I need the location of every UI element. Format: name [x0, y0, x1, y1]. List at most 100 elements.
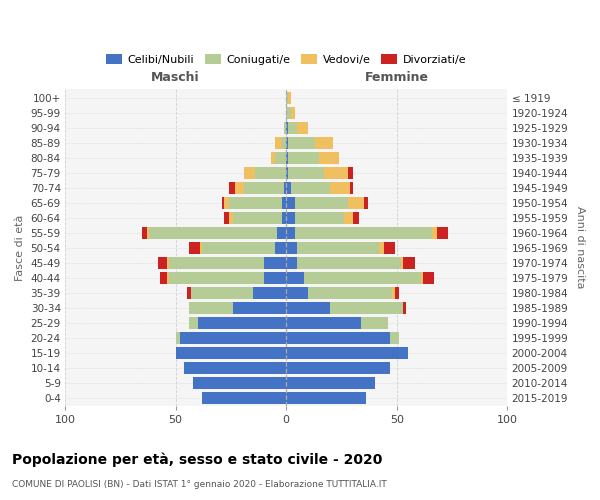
Bar — [187, 286, 191, 298]
Bar — [286, 106, 290, 118]
Bar — [286, 122, 289, 134]
Bar — [286, 92, 289, 104]
Bar — [275, 242, 286, 254]
Bar — [176, 346, 286, 358]
Bar — [297, 122, 308, 134]
Bar — [244, 166, 255, 178]
Bar — [403, 256, 415, 268]
Bar — [297, 242, 379, 254]
Bar — [286, 346, 408, 358]
Bar — [229, 212, 233, 224]
Bar — [290, 106, 295, 118]
Bar — [361, 316, 388, 328]
Bar — [244, 182, 284, 194]
Bar — [184, 362, 286, 374]
Bar — [392, 286, 395, 298]
Bar — [142, 226, 147, 238]
Bar — [295, 196, 348, 208]
Bar — [149, 226, 277, 238]
Bar — [189, 302, 233, 314]
Bar — [308, 286, 392, 298]
Bar — [315, 136, 332, 148]
Bar — [235, 182, 244, 194]
Bar — [233, 212, 282, 224]
Bar — [295, 212, 344, 224]
Bar — [297, 256, 401, 268]
Bar — [264, 256, 286, 268]
Bar — [395, 286, 399, 298]
Bar — [286, 392, 366, 404]
Bar — [421, 272, 424, 283]
Bar — [364, 196, 368, 208]
Bar — [169, 272, 264, 283]
Bar — [348, 166, 353, 178]
Bar — [289, 122, 297, 134]
Bar — [277, 226, 286, 238]
Bar — [167, 272, 169, 283]
Y-axis label: Anni di nascita: Anni di nascita — [575, 206, 585, 289]
Bar — [275, 152, 286, 164]
Bar — [224, 212, 229, 224]
Bar — [198, 316, 286, 328]
Bar — [286, 212, 295, 224]
Bar — [158, 256, 167, 268]
Bar — [286, 152, 289, 164]
Bar — [191, 286, 253, 298]
Bar — [432, 226, 437, 238]
Bar — [331, 302, 403, 314]
Bar — [286, 226, 295, 238]
Bar — [284, 122, 286, 134]
Bar — [255, 166, 286, 178]
Bar — [424, 272, 434, 283]
Bar — [437, 226, 448, 238]
Bar — [286, 332, 390, 344]
Bar — [193, 376, 286, 388]
Bar — [147, 226, 149, 238]
Text: Maschi: Maschi — [151, 71, 200, 84]
Bar — [289, 166, 324, 178]
Bar — [282, 212, 286, 224]
Bar — [286, 302, 331, 314]
Bar — [286, 376, 374, 388]
Bar — [289, 136, 315, 148]
Bar — [286, 242, 297, 254]
Bar — [289, 92, 290, 104]
Bar — [176, 332, 180, 344]
Bar — [290, 182, 331, 194]
Bar — [284, 182, 286, 194]
Bar — [189, 242, 200, 254]
Bar — [403, 302, 406, 314]
Bar — [253, 286, 286, 298]
Bar — [180, 332, 286, 344]
Bar — [222, 196, 224, 208]
Bar — [275, 136, 282, 148]
Bar — [348, 196, 364, 208]
Text: COMUNE DI PAOLISI (BN) - Dati ISTAT 1° gennaio 2020 - Elaborazione TUTTITALIA.IT: COMUNE DI PAOLISI (BN) - Dati ISTAT 1° g… — [12, 480, 387, 489]
Bar — [169, 256, 264, 268]
Bar — [353, 212, 359, 224]
Bar — [344, 212, 353, 224]
Bar — [282, 136, 286, 148]
Text: Femmine: Femmine — [365, 71, 429, 84]
Bar — [295, 226, 432, 238]
Bar — [319, 152, 339, 164]
Bar — [286, 362, 390, 374]
Bar — [202, 242, 275, 254]
Bar — [286, 286, 308, 298]
Bar — [229, 196, 282, 208]
Bar — [224, 196, 229, 208]
Bar — [390, 332, 399, 344]
Bar — [264, 272, 286, 283]
Bar — [286, 136, 289, 148]
Y-axis label: Fasce di età: Fasce di età — [15, 214, 25, 281]
Bar — [200, 242, 202, 254]
Bar — [160, 272, 167, 283]
Text: Popolazione per età, sesso e stato civile - 2020: Popolazione per età, sesso e stato civil… — [12, 452, 382, 467]
Bar — [189, 316, 198, 328]
Bar — [331, 182, 350, 194]
Bar — [383, 242, 395, 254]
Bar — [286, 196, 295, 208]
Bar — [271, 152, 275, 164]
Bar — [286, 316, 361, 328]
Bar — [202, 392, 286, 404]
